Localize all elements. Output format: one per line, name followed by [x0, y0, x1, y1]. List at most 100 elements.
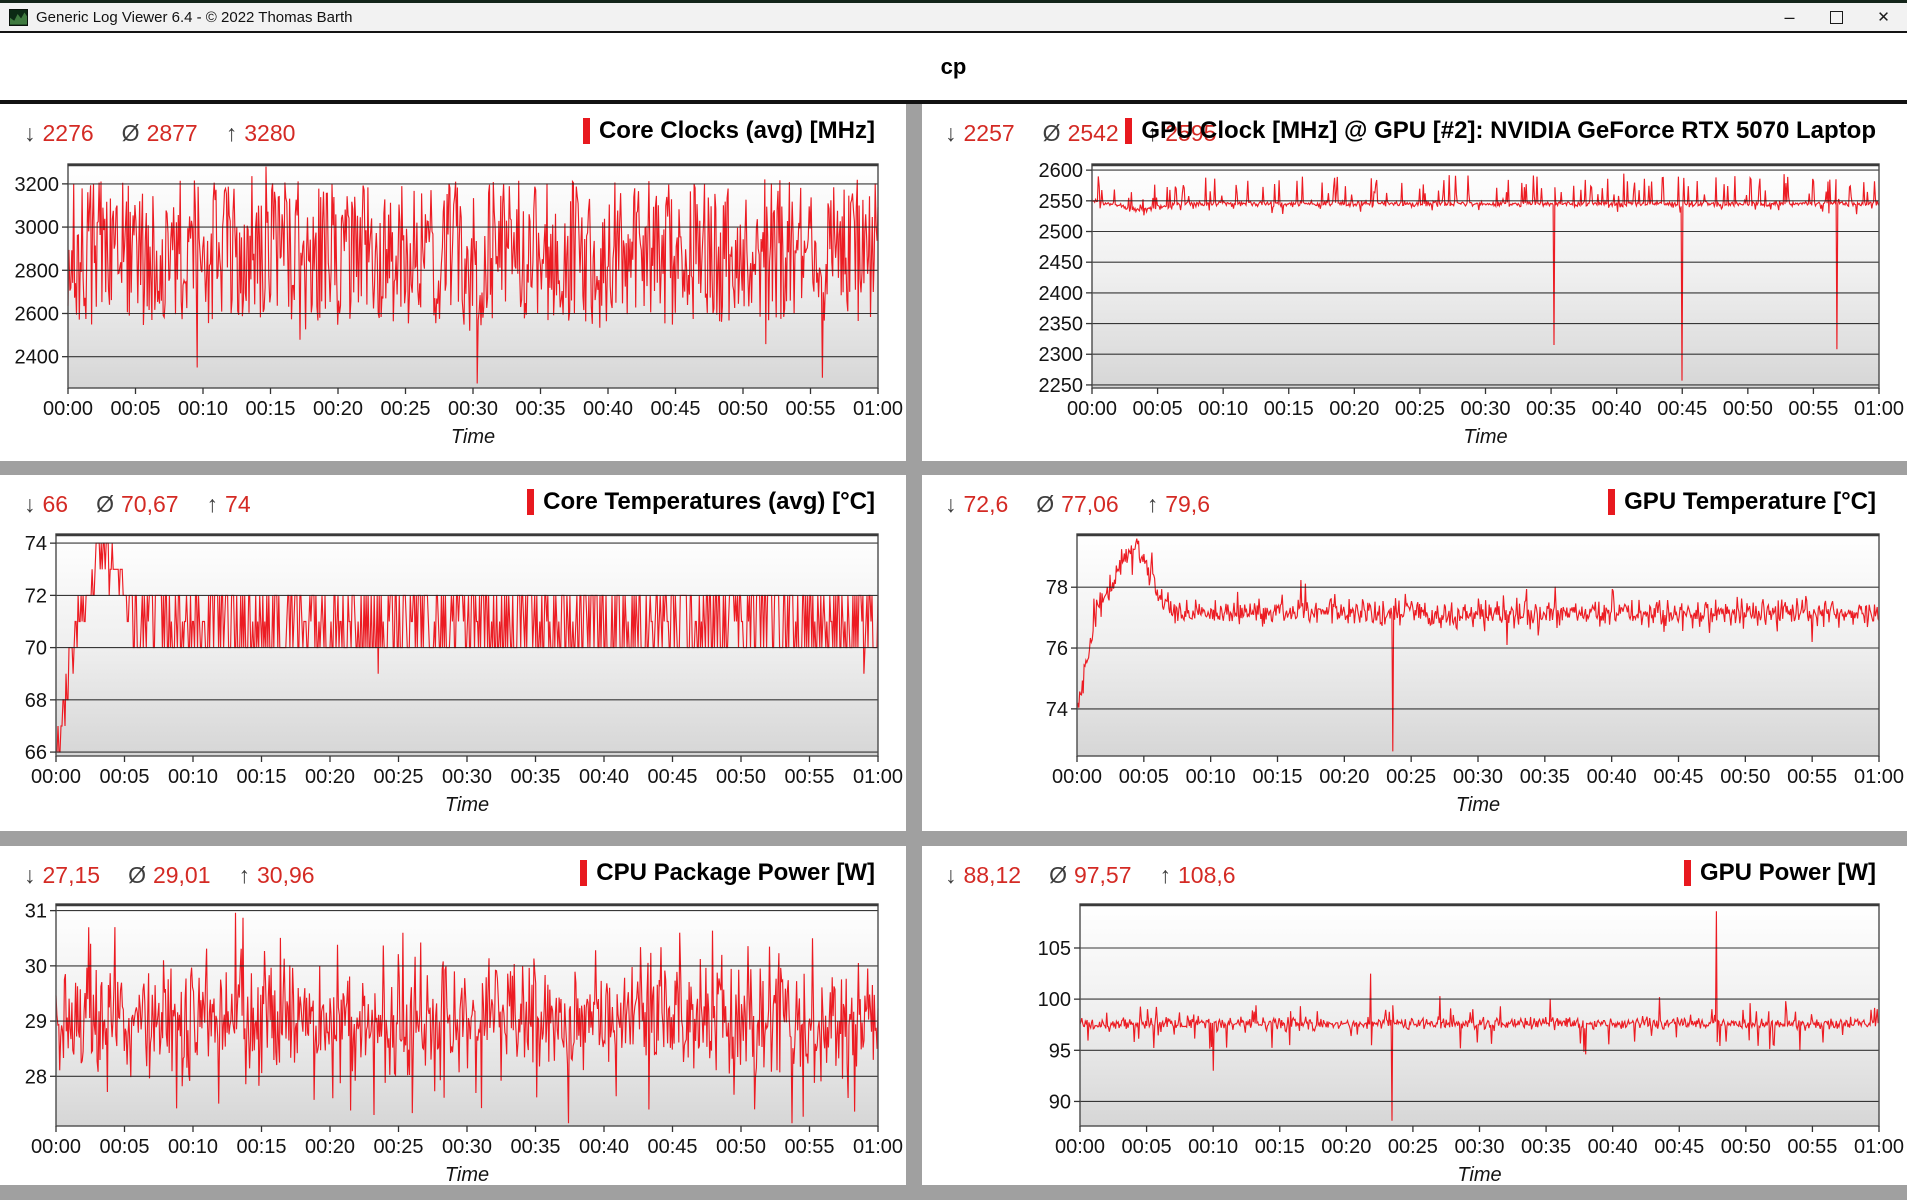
svg-text:00:50: 00:50 — [1720, 766, 1770, 788]
avg-icon: Ø — [121, 120, 140, 146]
svg-text:00:00: 00:00 — [31, 766, 81, 788]
svg-text:00:35: 00:35 — [1521, 1136, 1571, 1158]
svg-text:74: 74 — [1046, 699, 1068, 721]
panel-gpu-temperature: ↓ 72,6 Ø 77,06 ↑ 79,6 GPU Temperature [°C] 74… — [922, 475, 1907, 831]
svg-text:76: 76 — [1046, 638, 1068, 660]
svg-text:01:00: 01:00 — [853, 766, 903, 788]
stats-row: ↓ 66 Ø 70,67 ↑ 74 — [24, 491, 251, 518]
series-color-bar — [527, 489, 535, 515]
min-arrow-icon: ↓ — [24, 120, 36, 146]
minimize-button[interactable]: – — [1784, 6, 1795, 27]
svg-text:100: 100 — [1038, 989, 1071, 1011]
max-arrow-icon: ↑ — [1146, 120, 1159, 146]
svg-text:00:20: 00:20 — [313, 398, 363, 420]
svg-text:00:50: 00:50 — [1721, 1136, 1771, 1158]
svg-text:00:30: 00:30 — [1454, 1136, 1504, 1158]
svg-text:00:30: 00:30 — [442, 766, 492, 788]
svg-text:00:05: 00:05 — [1133, 398, 1183, 420]
chart-plot-area[interactable]: 2400 2600 2800 3000 3200 00:00 00:05 00:10 00:15… — [0, 104, 906, 461]
svg-text:68: 68 — [25, 690, 47, 712]
svg-text:00:45: 00:45 — [1657, 398, 1707, 420]
chart-title-text: GPU Power [W] — [1699, 859, 1876, 886]
svg-text:00:50: 00:50 — [718, 398, 768, 420]
panel-core-temperatures: ↓ 66 Ø 70,67 ↑ 74 Core Temperatures (avg) [°C… — [0, 475, 906, 831]
svg-text:Time: Time — [1463, 426, 1507, 448]
panel-core-clocks: ↓ 2276 Ø 2877 ↑ 3280 Core Clocks (avg) [MHz] … — [0, 104, 906, 461]
stat-min-value: 27,15 — [42, 862, 101, 888]
panel-gpu-power: ↓ 88,12 Ø 97,57 ↑ 108,6 GPU Power [W] 90 95 100… — [922, 846, 1907, 1186]
chart-title-text: GPU Clock [MHz] @ GPU [#2]: NVIDIA GeFor… — [1141, 117, 1876, 144]
svg-text:00:15: 00:15 — [1252, 766, 1302, 788]
svg-text:Time: Time — [1456, 794, 1500, 816]
svg-text:00:30: 00:30 — [448, 398, 498, 420]
max-arrow-icon: ↑ — [206, 491, 219, 517]
svg-text:3000: 3000 — [15, 217, 60, 239]
chart-canvas: 2400 2600 2800 3000 3200 00:00 00:05 00:10 00:15… — [15, 163, 903, 448]
chart-canvas: 28 29 30 31 00:00 00:05 00:10 00:15 00:20 00:25 00… — [25, 901, 903, 1186]
svg-text:01:00: 01:00 — [853, 398, 903, 420]
close-button[interactable]: ✕ — [1877, 9, 1890, 26]
chart-plot-area[interactable]: 2250 2300 2350 2400 2450 2500 2550 2600 00:00 00:… — [922, 104, 1907, 461]
stat-min-value: 66 — [42, 491, 69, 517]
svg-text:00:00: 00:00 — [31, 1136, 81, 1158]
svg-text:00:05: 00:05 — [1119, 766, 1169, 788]
svg-text:00:20: 00:20 — [1321, 1136, 1371, 1158]
svg-text:78: 78 — [1046, 577, 1068, 599]
svg-text:00:55: 00:55 — [785, 398, 835, 420]
chart-plot-area[interactable]: 66 68 70 72 74 00:00 00:05 00:10 00:15 00:20 00:25… — [0, 475, 906, 831]
svg-text:2250: 2250 — [1039, 375, 1084, 397]
min-arrow-icon: ↓ — [24, 491, 36, 517]
svg-text:00:10: 00:10 — [1198, 398, 1248, 420]
chart-plot-area[interactable]: 28 29 30 31 00:00 00:05 00:10 00:15 00:20 00:25 00… — [0, 846, 906, 1186]
svg-text:Time: Time — [445, 794, 489, 816]
series-color-bar — [580, 860, 588, 886]
stat-avg-value: 29,01 — [152, 862, 211, 888]
svg-text:00:50: 00:50 — [1723, 398, 1773, 420]
min-arrow-icon: ↓ — [945, 120, 957, 146]
svg-text:72: 72 — [25, 585, 47, 607]
svg-text:00:25: 00:25 — [1388, 1136, 1438, 1158]
svg-text:00:30: 00:30 — [442, 1136, 492, 1158]
svg-text:2600: 2600 — [1039, 160, 1084, 182]
svg-text:00:30: 00:30 — [1453, 766, 1503, 788]
max-arrow-icon: ↑ — [1159, 862, 1172, 888]
stat-min-value: 72,6 — [963, 491, 1009, 517]
svg-text:00:50: 00:50 — [716, 766, 766, 788]
svg-text:Time: Time — [451, 426, 495, 448]
min-arrow-icon: ↓ — [945, 862, 957, 888]
svg-text:00:15: 00:15 — [236, 1136, 286, 1158]
svg-text:00:40: 00:40 — [579, 766, 629, 788]
window-titlebar: Generic Log Viewer 6.4 - © 2022 Thomas B… — [0, 0, 1907, 33]
svg-text:00:35: 00:35 — [510, 1136, 560, 1158]
max-arrow-icon: ↑ — [225, 120, 238, 146]
stats-row: ↓ 2276 Ø 2877 ↑ 3280 — [24, 120, 295, 147]
svg-text:00:45: 00:45 — [1653, 766, 1703, 788]
stats-row: ↓ 72,6 Ø 77,06 ↑ 79,6 — [945, 491, 1210, 518]
chart-plot-area[interactable]: 74 76 78 00:00 00:05 00:10 00:15 00:20 00:25 00:3… — [922, 475, 1907, 831]
svg-text:00:45: 00:45 — [647, 766, 697, 788]
window-controls: – ✕ — [1766, 3, 1907, 31]
svg-text:2500: 2500 — [1039, 222, 1084, 244]
svg-text:00:50: 00:50 — [716, 1136, 766, 1158]
svg-text:00:05: 00:05 — [1122, 1136, 1172, 1158]
min-arrow-icon: ↓ — [945, 491, 957, 517]
svg-text:00:25: 00:25 — [1386, 766, 1436, 788]
svg-text:00:25: 00:25 — [373, 1136, 423, 1158]
avg-icon: Ø — [1049, 862, 1067, 888]
svg-text:00:00: 00:00 — [1067, 398, 1117, 420]
svg-text:00:10: 00:10 — [1186, 766, 1236, 788]
svg-text:00:55: 00:55 — [1787, 766, 1837, 788]
maximize-button[interactable] — [1813, 3, 1860, 31]
svg-text:29: 29 — [25, 1011, 47, 1033]
maximize-icon — [1830, 10, 1843, 24]
max-arrow-icon: ↑ — [1146, 491, 1159, 517]
series-color-bar — [1608, 489, 1616, 515]
svg-text:00:35: 00:35 — [510, 766, 560, 788]
stats-row: ↓ 2257 Ø 2542 ↑ 2595 — [945, 120, 1216, 147]
stat-min-value: 2276 — [42, 120, 94, 146]
svg-text:00:10: 00:10 — [168, 1136, 218, 1158]
svg-text:00:45: 00:45 — [650, 398, 700, 420]
svg-text:95: 95 — [1049, 1040, 1071, 1062]
svg-text:66: 66 — [25, 742, 47, 764]
chart-plot-area[interactable]: 90 95 100 105 00:00 00:05 00:10 00:15 00:20 00:25… — [922, 846, 1907, 1186]
